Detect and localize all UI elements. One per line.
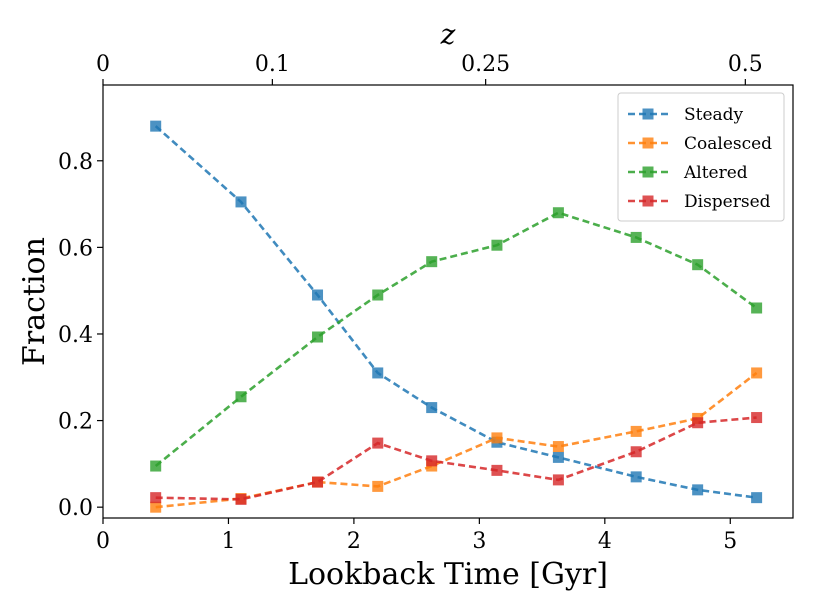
data-point-dispersed xyxy=(312,476,324,488)
data-point-dispersed xyxy=(150,492,162,504)
data-point-altered xyxy=(630,231,642,243)
data-point-coalesced xyxy=(150,501,162,513)
top-tick-label: 0.25 xyxy=(461,52,510,77)
data-point-coalesced xyxy=(372,480,384,492)
data-point-steady xyxy=(372,367,384,379)
data-point-coalesced xyxy=(491,432,503,444)
data-point-altered xyxy=(426,256,438,268)
legend-label-coalesced: Coalesced xyxy=(684,134,772,154)
legend-label-altered: Altered xyxy=(683,163,748,183)
y-axis-title: Fraction xyxy=(17,237,52,366)
data-point-dispersed xyxy=(426,455,438,467)
data-point-altered xyxy=(692,259,704,271)
legend-marker-steady xyxy=(642,108,654,120)
data-point-coalesced xyxy=(552,441,564,453)
data-point-dispersed xyxy=(692,417,704,429)
data-point-altered xyxy=(312,331,324,343)
legend-label-dispersed: Dispersed xyxy=(684,192,771,212)
data-point-dispersed xyxy=(630,446,642,458)
series-line-dispersed xyxy=(155,416,757,501)
x-tick-label: 5 xyxy=(723,529,737,554)
data-point-dispersed xyxy=(372,437,384,449)
plot-frame xyxy=(102,84,794,519)
data-point-altered xyxy=(552,207,564,219)
top-tick-label: 0.5 xyxy=(728,52,763,77)
data-point-steady xyxy=(150,120,162,132)
top-tick-label: 0.1 xyxy=(255,52,290,77)
data-point-steady xyxy=(692,484,704,496)
x-tick-label: 3 xyxy=(472,529,486,554)
series-line-steady xyxy=(154,125,757,499)
data-point-steady xyxy=(751,492,763,504)
legend-marker-coalesced xyxy=(642,137,654,149)
x-tick-label: 2 xyxy=(347,529,361,554)
x-tick-label: 1 xyxy=(221,529,235,554)
legend-marker-dispersed xyxy=(642,195,654,207)
data-point-dispersed xyxy=(491,464,503,476)
data-point-coalesced xyxy=(751,367,763,379)
data-point-steady xyxy=(630,471,642,483)
data-point-altered xyxy=(150,460,162,472)
data-point-dispersed xyxy=(235,493,247,505)
data-point-dispersed xyxy=(552,474,564,486)
legend: Steady Coalesced Altered Dispersed xyxy=(617,92,785,222)
series-layer xyxy=(150,120,763,513)
top-axis-title: z xyxy=(440,18,456,51)
data-point-dispersed xyxy=(751,412,763,424)
y-tick-label: 0.2 xyxy=(58,410,93,435)
x-axis-title: Lookback Time [Gyr] xyxy=(288,557,608,592)
y-tick-label: 0.0 xyxy=(58,496,93,521)
y-tick-label: 0.4 xyxy=(58,323,93,348)
legend-marker-altered xyxy=(642,166,654,178)
data-point-coalesced xyxy=(630,425,642,437)
data-point-altered xyxy=(491,239,503,251)
data-point-altered xyxy=(751,302,763,314)
data-point-steady xyxy=(312,289,324,301)
y-tick-label: 0.6 xyxy=(58,236,93,261)
axes-layer: 0 1 2 3 4 5 0.0 0.2 0.4 0.6 0.8 0 0.1 0.25 0.5 xyxy=(58,52,763,554)
data-point-altered xyxy=(235,391,247,403)
x-tick-label: 4 xyxy=(598,529,612,554)
legend-box xyxy=(617,92,785,222)
series-line-altered xyxy=(154,211,758,468)
data-point-steady xyxy=(235,196,247,208)
legend-label-steady: Steady xyxy=(684,105,744,125)
data-point-steady xyxy=(552,451,564,463)
x-tick-label: 0 xyxy=(96,529,110,554)
data-point-steady xyxy=(426,402,438,414)
y-tick-label: 0.8 xyxy=(58,150,93,175)
data-point-altered xyxy=(372,289,384,301)
top-tick-label: 0 xyxy=(96,52,110,77)
